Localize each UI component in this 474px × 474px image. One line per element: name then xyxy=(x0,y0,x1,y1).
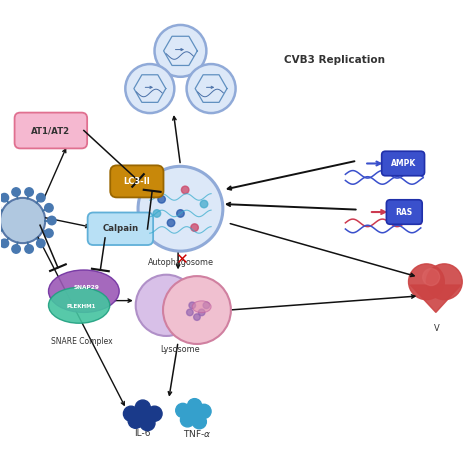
Circle shape xyxy=(25,245,33,253)
Circle shape xyxy=(187,309,193,316)
Circle shape xyxy=(136,275,197,336)
FancyBboxPatch shape xyxy=(382,151,425,176)
Circle shape xyxy=(0,239,9,247)
Circle shape xyxy=(176,403,190,418)
Circle shape xyxy=(189,302,196,309)
Circle shape xyxy=(0,193,9,202)
Ellipse shape xyxy=(48,270,119,312)
Ellipse shape xyxy=(192,301,211,313)
Text: CVB3 Replication: CVB3 Replication xyxy=(284,55,385,65)
FancyBboxPatch shape xyxy=(88,212,153,245)
Text: V: V xyxy=(434,324,440,333)
Text: Lysosome: Lysosome xyxy=(161,346,201,355)
Circle shape xyxy=(147,406,162,421)
Circle shape xyxy=(182,186,189,194)
Text: SNAP29: SNAP29 xyxy=(73,285,99,290)
Text: AMPK: AMPK xyxy=(391,159,416,168)
Circle shape xyxy=(167,219,175,227)
Polygon shape xyxy=(410,285,461,312)
Text: Calpain: Calpain xyxy=(102,224,138,233)
Circle shape xyxy=(138,166,223,251)
Ellipse shape xyxy=(48,287,110,323)
Circle shape xyxy=(423,269,439,285)
Circle shape xyxy=(128,413,143,428)
Circle shape xyxy=(135,400,150,415)
Text: SNARE Complex: SNARE Complex xyxy=(51,337,112,346)
Circle shape xyxy=(153,210,161,217)
Text: Autophagosome: Autophagosome xyxy=(147,258,213,267)
Text: TNF-$\alpha$: TNF-$\alpha$ xyxy=(182,428,211,439)
Circle shape xyxy=(181,413,195,427)
Circle shape xyxy=(133,409,148,424)
Circle shape xyxy=(158,196,165,203)
Circle shape xyxy=(191,224,198,231)
Circle shape xyxy=(188,399,201,413)
Circle shape xyxy=(409,264,444,300)
Circle shape xyxy=(200,200,208,208)
Circle shape xyxy=(177,210,184,217)
Circle shape xyxy=(45,229,53,237)
Circle shape xyxy=(12,245,20,253)
FancyBboxPatch shape xyxy=(110,165,164,197)
Text: LC3-II: LC3-II xyxy=(124,177,150,186)
Circle shape xyxy=(192,415,206,429)
Text: IL-6: IL-6 xyxy=(135,429,151,438)
Circle shape xyxy=(187,407,201,421)
Circle shape xyxy=(12,188,20,196)
Text: AT1/AT2: AT1/AT2 xyxy=(31,126,71,135)
FancyBboxPatch shape xyxy=(15,113,87,148)
Circle shape xyxy=(0,198,45,243)
Circle shape xyxy=(194,314,200,320)
Circle shape xyxy=(203,302,210,309)
Circle shape xyxy=(45,204,53,212)
Circle shape xyxy=(25,188,33,196)
Circle shape xyxy=(198,309,205,316)
Text: RAS: RAS xyxy=(396,208,413,217)
Circle shape xyxy=(163,276,231,344)
Text: PLEKHM1: PLEKHM1 xyxy=(67,304,96,309)
Circle shape xyxy=(155,25,206,77)
Circle shape xyxy=(197,404,211,419)
Text: ✕: ✕ xyxy=(175,252,188,267)
Circle shape xyxy=(140,416,155,431)
Circle shape xyxy=(125,64,174,113)
Circle shape xyxy=(427,264,462,300)
Circle shape xyxy=(187,64,236,113)
Circle shape xyxy=(123,406,138,421)
FancyBboxPatch shape xyxy=(386,200,422,224)
Circle shape xyxy=(36,239,45,247)
Circle shape xyxy=(36,193,45,202)
Circle shape xyxy=(47,216,56,225)
